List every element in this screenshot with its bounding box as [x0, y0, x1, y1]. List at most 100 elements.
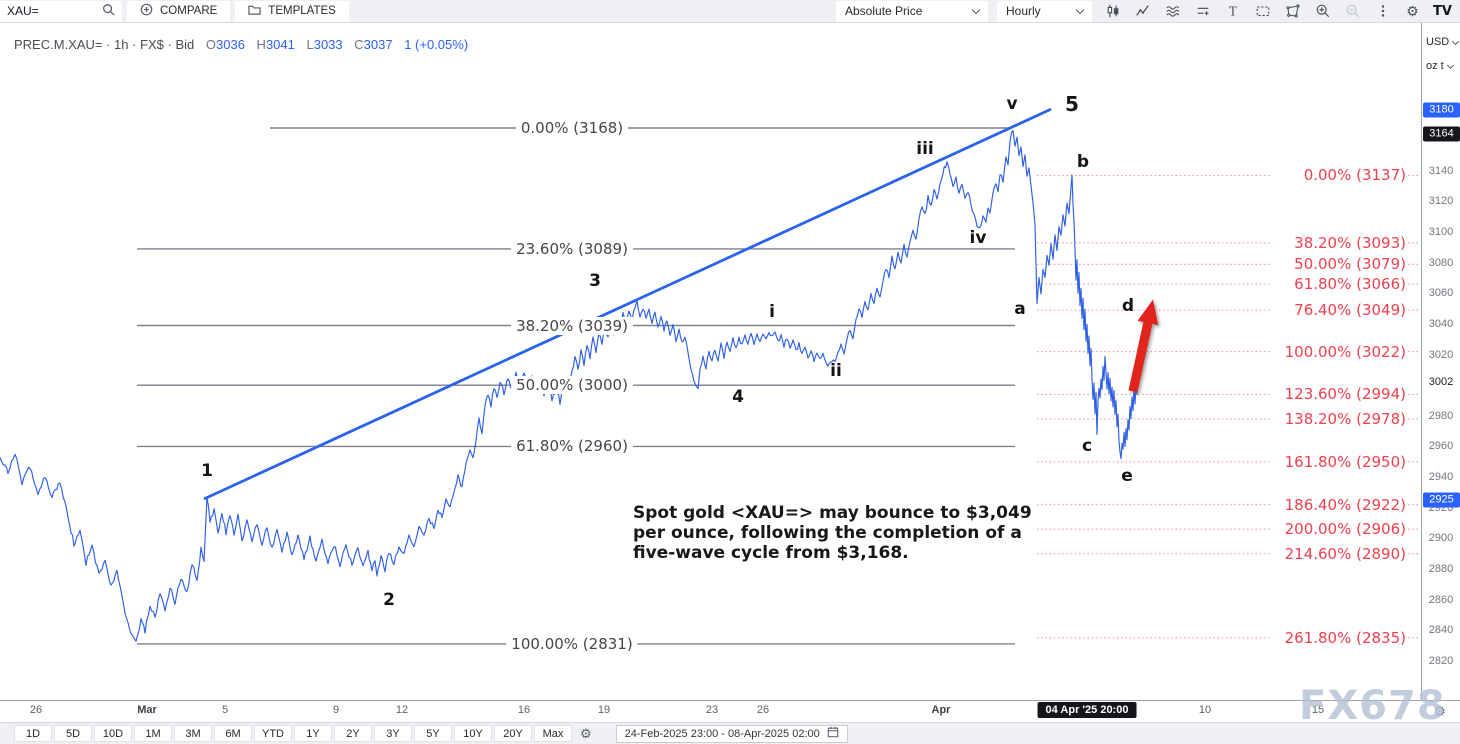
date-range-value: 24-Feb-2025 23:00 - 08-Apr-2025 02:00 — [624, 727, 820, 740]
legend[interactable]: PREC.M.XAU= · 1h · FX$ · Bid O3036 H3041… — [14, 37, 468, 52]
candles-icon[interactable] — [1104, 3, 1121, 20]
price-tick: 2960 — [1428, 440, 1454, 453]
price-mode-select[interactable]: Absolute Price — [836, 0, 988, 22]
range-3y-button[interactable]: 3Y — [374, 725, 412, 742]
fib-projection-label[interactable]: 61.80% (3066) — [1294, 275, 1406, 294]
search-icon — [102, 3, 115, 19]
chevron-down-icon — [1452, 37, 1460, 45]
templates-button[interactable]: TEMPLATES — [235, 0, 349, 22]
time-tick: 26 — [29, 704, 43, 716]
time-tick: 9 — [332, 704, 340, 716]
wave-label-2[interactable]: 2 — [383, 589, 395, 610]
fib-retracement-label[interactable]: 61.80% (2960) — [511, 437, 633, 456]
wave-label-ii[interactable]: ii — [830, 361, 842, 382]
range-6m-button[interactable]: 6M — [214, 725, 252, 742]
fib-projection-label[interactable]: 50.00% (3079) — [1294, 255, 1406, 274]
fib-projection-label[interactable]: 261.80% (2835) — [1284, 628, 1406, 647]
fib-projection-label[interactable]: 138.20% (2978) — [1284, 409, 1406, 428]
range-buttons: 1D 5D 10D 1M 3M 6M YTD 1Y 2Y 3Y 5Y 10Y 20Y Max — [14, 725, 574, 742]
fib-projection-label[interactable]: 38.20% (3093) — [1294, 233, 1406, 252]
fib-retracement-label[interactable]: 100.00% (2831) — [506, 634, 638, 653]
annotation-line: Spot gold <XAU=> may bounce to $3,049 — [633, 503, 1032, 523]
range-2y-button[interactable]: 2Y — [334, 725, 372, 742]
fib-projection-label[interactable]: 123.60% (2994) — [1284, 385, 1406, 404]
wave-label-4[interactable]: 4 — [732, 387, 744, 408]
fib-retracement-label[interactable]: 50.00% (3000) — [511, 376, 633, 395]
price-axis[interactable]: USD oz t 3140 3120 3100 3080 3060 3040 3020 298… — [1421, 23, 1460, 700]
more-options-icon[interactable] — [1374, 3, 1391, 20]
close-label: C — [354, 37, 364, 52]
wave-label-a[interactable]: a — [1014, 298, 1026, 319]
chevron-down-icon — [971, 5, 981, 14]
range-max-button[interactable]: Max — [534, 725, 572, 742]
indicators-icon[interactable] — [1134, 3, 1151, 20]
waves-icon[interactable] — [1164, 3, 1181, 20]
weight-unit-select[interactable]: oz t — [1426, 60, 1454, 72]
fib-projection-label[interactable]: 214.60% (2890) — [1284, 544, 1406, 563]
wave-label-v[interactable]: v — [1006, 93, 1018, 114]
range-1m-button[interactable]: 1M — [134, 725, 172, 742]
fib-projection-label[interactable]: 76.40% (3049) — [1294, 301, 1406, 320]
wave-label-iv[interactable]: iv — [969, 228, 987, 249]
tradingview-logo: TV — [1433, 3, 1452, 19]
chart-settings-icon[interactable]: ⚙ — [1406, 2, 1419, 19]
range-1y-button[interactable]: 1Y — [294, 725, 332, 742]
open-label: O — [205, 37, 216, 52]
symbol-search-value: XAU= — [7, 4, 39, 18]
legend-title: PREC.M.XAU= · 1h · FX$ · Bid — [14, 37, 195, 52]
range-settings-gear-icon[interactable]: ⚙ — [580, 725, 592, 741]
price-tick: 3120 — [1428, 195, 1454, 208]
price-line-icon[interactable] — [1194, 3, 1211, 20]
fib-projection-label[interactable]: 161.80% (2950) — [1284, 452, 1406, 471]
fib-retracement-label[interactable]: 23.60% (3089) — [511, 239, 633, 258]
zoom-in-icon[interactable] — [1314, 3, 1331, 20]
wave-label-5[interactable]: 5 — [1065, 91, 1079, 116]
high-label: H — [256, 37, 266, 52]
fib-projection-label[interactable]: 186.40% (2922) — [1284, 495, 1406, 514]
wave-label-1[interactable]: 1 — [201, 460, 213, 481]
fib-projection-label[interactable]: 100.00% (3022) — [1284, 342, 1406, 361]
symbol-search[interactable]: XAU= — [0, 0, 122, 22]
text-tool-icon[interactable]: T — [1224, 3, 1241, 20]
time-tick: 10 — [1198, 704, 1212, 716]
polygon-tool-icon[interactable] — [1284, 3, 1301, 20]
date-range-input[interactable]: 24-Feb-2025 23:00 - 08-Apr-2025 02:00 — [615, 724, 848, 743]
price-tick: 3020 — [1428, 348, 1454, 361]
time-tick: 16 — [517, 704, 531, 716]
range-1d-button[interactable]: 1D — [14, 725, 52, 742]
range-3m-button[interactable]: 3M — [174, 725, 212, 742]
fib-projection-label[interactable]: 0.00% (3137) — [1303, 166, 1406, 185]
time-tick: 15 — [1311, 704, 1325, 716]
currency-unit-select[interactable]: USD — [1426, 36, 1460, 48]
fib-projection-label[interactable]: 200.00% (2906) — [1284, 520, 1406, 539]
forecast-annotation[interactable]: Spot gold <XAU=> may bounce to $3,049 pe… — [633, 503, 1032, 563]
low-value: 3033 — [313, 37, 343, 52]
wave-label-e[interactable]: e — [1121, 465, 1133, 486]
price-tick: 3080 — [1428, 256, 1454, 269]
zoom-out-icon[interactable] — [1344, 3, 1361, 20]
range-10d-button[interactable]: 10D — [94, 725, 132, 742]
wave-label-c[interactable]: c — [1081, 436, 1093, 457]
price-tick: 3040 — [1428, 317, 1454, 330]
high-value: 3041 — [265, 37, 295, 52]
wave-label-iii[interactable]: iii — [916, 139, 934, 160]
wave-label-d[interactable]: d — [1121, 295, 1135, 316]
open-value: 3036 — [216, 37, 245, 52]
range-ytd-button[interactable]: YTD — [254, 725, 292, 742]
wave-label-i[interactable]: i — [769, 301, 775, 322]
range-5d-button[interactable]: 5D — [54, 725, 92, 742]
rectangle-tool-icon[interactable] — [1254, 3, 1271, 20]
range-10y-button[interactable]: 10Y — [454, 725, 492, 742]
range-20y-button[interactable]: 20Y — [494, 725, 532, 742]
wave-label-b[interactable]: b — [1076, 151, 1090, 172]
chevron-down-icon — [1446, 61, 1454, 69]
interval-select[interactable]: Hourly — [997, 0, 1092, 22]
annotation-line: per ounce, following the completion of a — [633, 523, 1022, 543]
time-axis[interactable]: ⚙ 26 Mar 5 9 12 16 19 23 26 Apr 10 15 04 Apr '25 20:… — [0, 700, 1460, 722]
range-5y-button[interactable]: 5Y — [414, 725, 452, 742]
compare-button[interactable]: COMPARE — [127, 0, 231, 22]
fib-retracement-label[interactable]: 38.20% (3039) — [511, 316, 633, 335]
fib-retracement-label[interactable]: 0.00% (3168) — [515, 119, 629, 137]
axis-settings-gear-icon[interactable]: ⚙ — [1433, 703, 1446, 719]
wave-label-3[interactable]: 3 — [589, 271, 601, 292]
